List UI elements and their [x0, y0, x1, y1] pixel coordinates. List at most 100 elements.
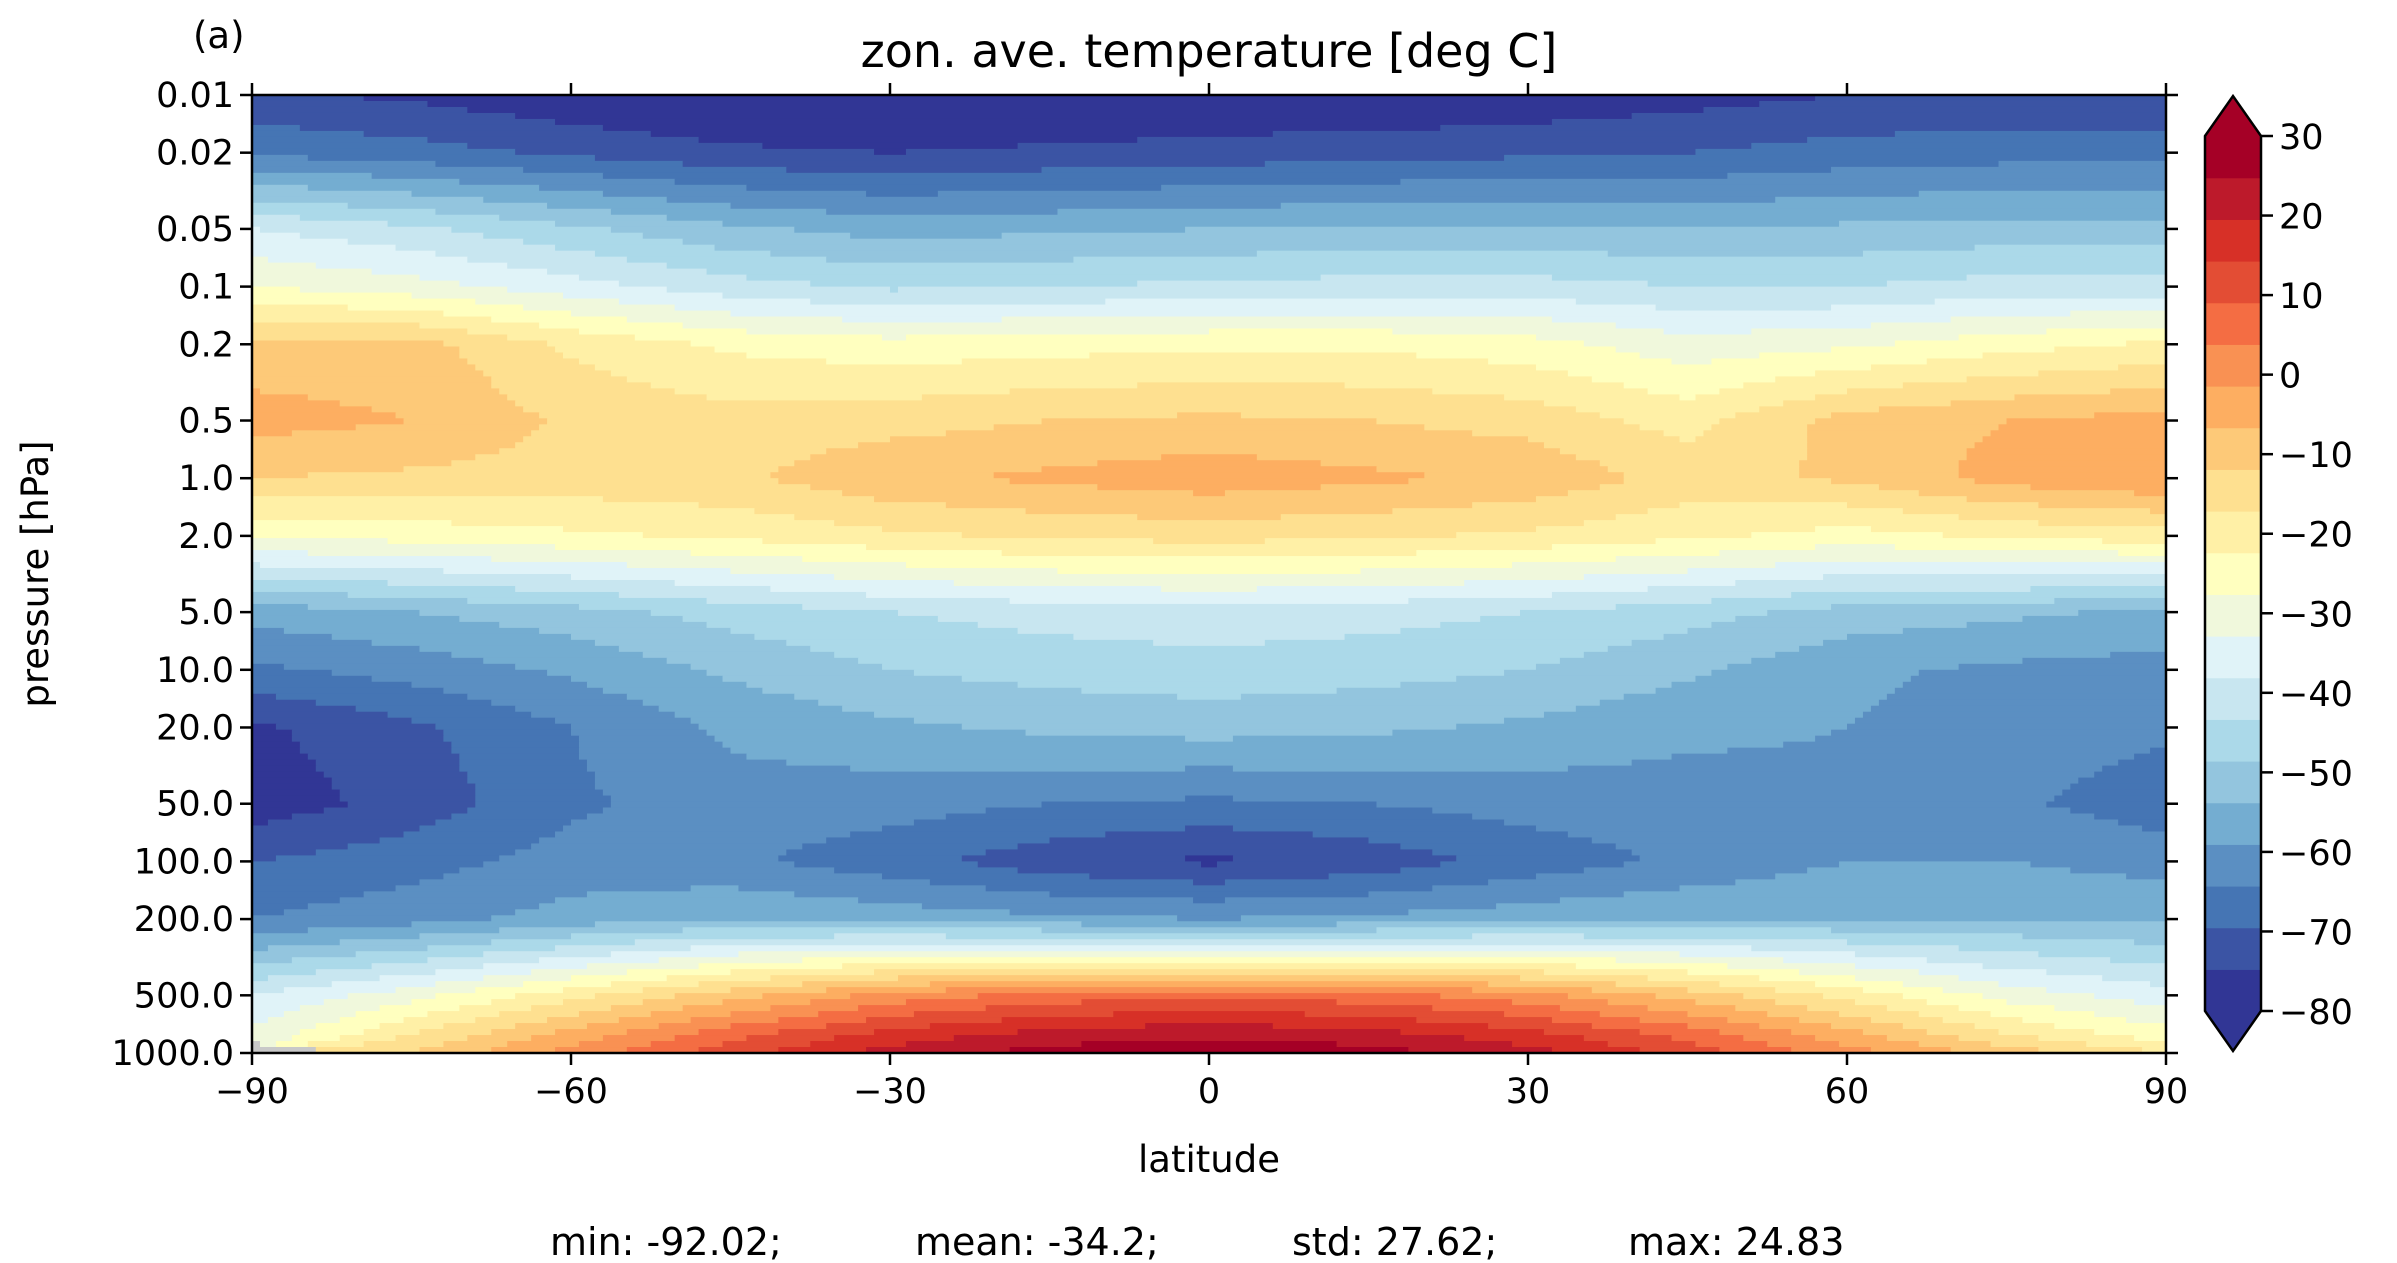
contour-band-cell [882, 334, 907, 342]
contour-band-cell [2022, 1017, 2127, 1024]
contour-band-cell [1185, 226, 2166, 234]
contour-band-cell [961, 358, 1489, 366]
contour-band-cell [307, 903, 540, 910]
contour-band-cell [515, 993, 596, 1000]
contour-band-cell [291, 1035, 341, 1042]
contour-band-cell [1081, 687, 1338, 695]
contour-band-cell [331, 783, 476, 791]
contour-band-cell [770, 250, 1258, 258]
contour-band-cell [252, 262, 317, 270]
contour-band-cell [722, 675, 963, 683]
contour-band-cell [252, 849, 317, 857]
contour-band-cell [1982, 963, 2166, 970]
contour-band-cell [578, 603, 803, 611]
contour-band-cell [475, 987, 564, 994]
contour-band-cell [1153, 639, 1266, 647]
contour-band-cell [1735, 1005, 1808, 1012]
contour-band-cell [1607, 250, 1864, 258]
contour-band-cell [1177, 915, 1242, 922]
contour-band-cell [1655, 993, 1744, 1000]
contour-band-cell [698, 963, 843, 970]
contour-band-cell [2054, 795, 2166, 803]
contour-band-cell [252, 687, 444, 695]
contour-band-cell [2118, 364, 2166, 372]
colorbar-bin [2205, 177, 2261, 220]
contour-band-cell [419, 322, 540, 330]
contour-band-cell [547, 418, 1043, 425]
contour-band-cell [578, 747, 732, 755]
contour-band-cell [1663, 430, 1705, 437]
contour-band-cell [499, 214, 668, 222]
contour-band-cell [252, 807, 325, 815]
contour-band-cell [1535, 496, 1968, 503]
contour-band-cell [794, 514, 1138, 521]
contour-band-cell [252, 633, 333, 641]
contour-band-cell [1902, 508, 2151, 515]
contour-band-cell [267, 975, 381, 982]
contour-band-cell [826, 987, 947, 994]
contour-band-cell [666, 975, 771, 982]
contour-band-cell [842, 963, 1577, 970]
contour-band-cell [2054, 597, 2166, 605]
contour-band-cell [252, 855, 277, 862]
contour-band-cell [1719, 418, 1816, 425]
contour-band-cell [674, 579, 955, 587]
contour-band-cell [1759, 406, 1880, 413]
contour-band-cell [1535, 526, 1816, 533]
contour-band-cell [1870, 705, 2166, 713]
colorbar-bin [2205, 386, 2261, 429]
contour-band-cell [921, 903, 1497, 910]
contour-band-cell [252, 574, 572, 581]
contour-band-cell [563, 352, 748, 360]
contour-band-cell [252, 286, 301, 294]
contour-band-cell [1847, 723, 2166, 731]
contour-band-cell [714, 244, 1976, 252]
contour-band-cell [252, 430, 293, 437]
contour-band-cell [698, 723, 963, 731]
contour-band-cell [1145, 1023, 1274, 1030]
contour-band-cell [252, 154, 309, 162]
contour-band-cell [1001, 316, 1553, 324]
contour-band-cell [1551, 591, 1792, 599]
contour-band-cell [1583, 574, 1824, 581]
contour-band-cell [1097, 460, 1322, 467]
contour-band-cell [770, 975, 899, 982]
contour-band-cell [1464, 1035, 1585, 1042]
contour-band-cell [307, 472, 771, 479]
contour-band-cell [419, 274, 580, 282]
contour-band-cell [929, 1023, 1146, 1030]
contour-band-cell [746, 274, 1322, 282]
panel-label: (a) [193, 14, 245, 57]
contour-band-cell [252, 472, 309, 479]
contour-band-cell [810, 999, 907, 1006]
contour-band-cell [842, 705, 1577, 713]
contour-band-cell [1831, 1023, 1904, 1030]
contour-band-cell [1328, 873, 1537, 880]
colorbar-bin [2205, 969, 2261, 1012]
contour-band-cell [571, 675, 724, 683]
contour-band-cell [435, 160, 684, 168]
contour-band-cell [1488, 1023, 1593, 1030]
contour-band-cell [634, 939, 1848, 946]
contour-band-cell [1081, 999, 1338, 1006]
contour-band-cell [252, 765, 317, 773]
contour-band-cell [499, 927, 684, 934]
contour-band-cell [252, 178, 460, 186]
contour-band-cell [890, 436, 1529, 443]
contour-band-cell [467, 142, 763, 150]
contour-band-cell [1823, 574, 2166, 581]
contour-band-cell [738, 885, 987, 892]
contour-band-cell [475, 783, 596, 791]
contour-band-cell [1815, 370, 2039, 378]
contour-band-cell [252, 939, 341, 946]
contour-band-cell [1894, 340, 2127, 348]
contour-band-cell [252, 609, 421, 617]
contour-band-cell [1591, 987, 1689, 994]
contour-band-cell [252, 412, 397, 419]
contour-band-cell [1998, 1029, 2095, 1036]
contour-band-cell [1671, 1035, 1744, 1042]
contour-band-cell [953, 1035, 1465, 1042]
contour-band-cell [874, 496, 1537, 503]
contour-band-cell [1727, 663, 1960, 671]
contour-band-cell [2078, 609, 2166, 617]
